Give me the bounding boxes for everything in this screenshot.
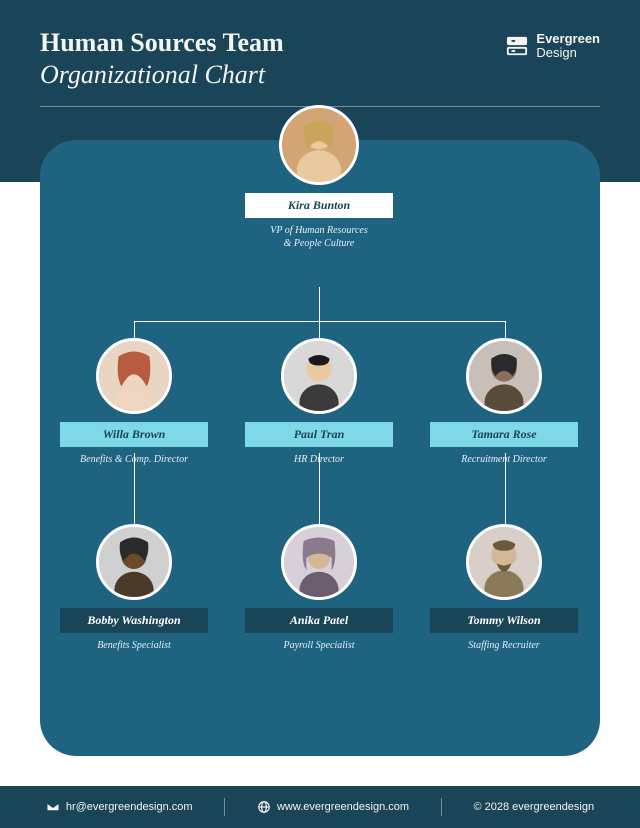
connector <box>505 321 506 339</box>
brand-logo: Evergreen Design <box>506 32 600 61</box>
role-label: Benefits & Comp. Director <box>60 453 208 466</box>
avatar <box>281 524 357 600</box>
name-tag: Kira Bunton <box>245 193 393 218</box>
name-tag: Paul Tran <box>245 422 393 447</box>
org-node-specialist: Bobby Washington Benefits Specialist <box>60 524 208 652</box>
role-label: VP of Human Resources& People Culture <box>245 224 393 250</box>
role-label: Benefits Specialist <box>60 639 208 652</box>
org-chart: Kira Bunton VP of Human Resources& Peopl… <box>40 140 600 756</box>
name-tag: Tamara Rose <box>430 422 578 447</box>
name-tag: Tommy Wilson <box>430 608 578 633</box>
mail-icon <box>46 800 60 814</box>
role-label: Payroll Specialist <box>245 639 393 652</box>
connector <box>134 321 506 322</box>
name-tag: Bobby Washington <box>60 608 208 633</box>
footer-copyright-text: © 2028 evergreendesign <box>473 801 594 813</box>
role-label: Recruitment Director <box>430 453 578 466</box>
page-title-line2: Organizational Chart <box>40 60 600 90</box>
footer-website: www.evergreendesign.com <box>257 800 409 814</box>
role-label: Staffing Recruiter <box>430 639 578 652</box>
globe-icon <box>257 800 271 814</box>
role-label: HR Director <box>245 453 393 466</box>
footer-email: hr@evergreendesign.com <box>46 800 193 814</box>
org-node-vp: Kira Bunton VP of Human Resources& Peopl… <box>245 105 393 250</box>
avatar <box>279 105 359 185</box>
org-node-director: Willa Brown Benefits & Comp. Director <box>60 338 208 466</box>
connector <box>134 321 135 339</box>
avatar <box>466 338 542 414</box>
org-node-specialist: Tommy Wilson Staffing Recruiter <box>430 524 578 652</box>
avatar <box>96 338 172 414</box>
footer-copyright: © 2028 evergreendesign <box>473 801 594 813</box>
org-node-director: Paul Tran HR Director <box>245 338 393 466</box>
brand-subtitle: Design <box>536 46 600 60</box>
name-tag: Willa Brown <box>60 422 208 447</box>
name-tag: Anika Patel <box>245 608 393 633</box>
footer: hr@evergreendesign.com www.evergreendesi… <box>0 786 640 828</box>
avatar <box>281 338 357 414</box>
footer-email-text: hr@evergreendesign.com <box>66 801 193 813</box>
brand-icon <box>506 35 528 57</box>
avatar <box>466 524 542 600</box>
footer-divider <box>441 798 442 816</box>
brand-name: Evergreen <box>536 32 600 46</box>
org-node-director: Tamara Rose Recruitment Director <box>430 338 578 466</box>
org-node-specialist: Anika Patel Payroll Specialist <box>245 524 393 652</box>
avatar <box>96 524 172 600</box>
footer-divider <box>224 798 225 816</box>
connector <box>319 287 320 321</box>
footer-website-text: www.evergreendesign.com <box>277 801 409 813</box>
connector <box>319 321 320 339</box>
